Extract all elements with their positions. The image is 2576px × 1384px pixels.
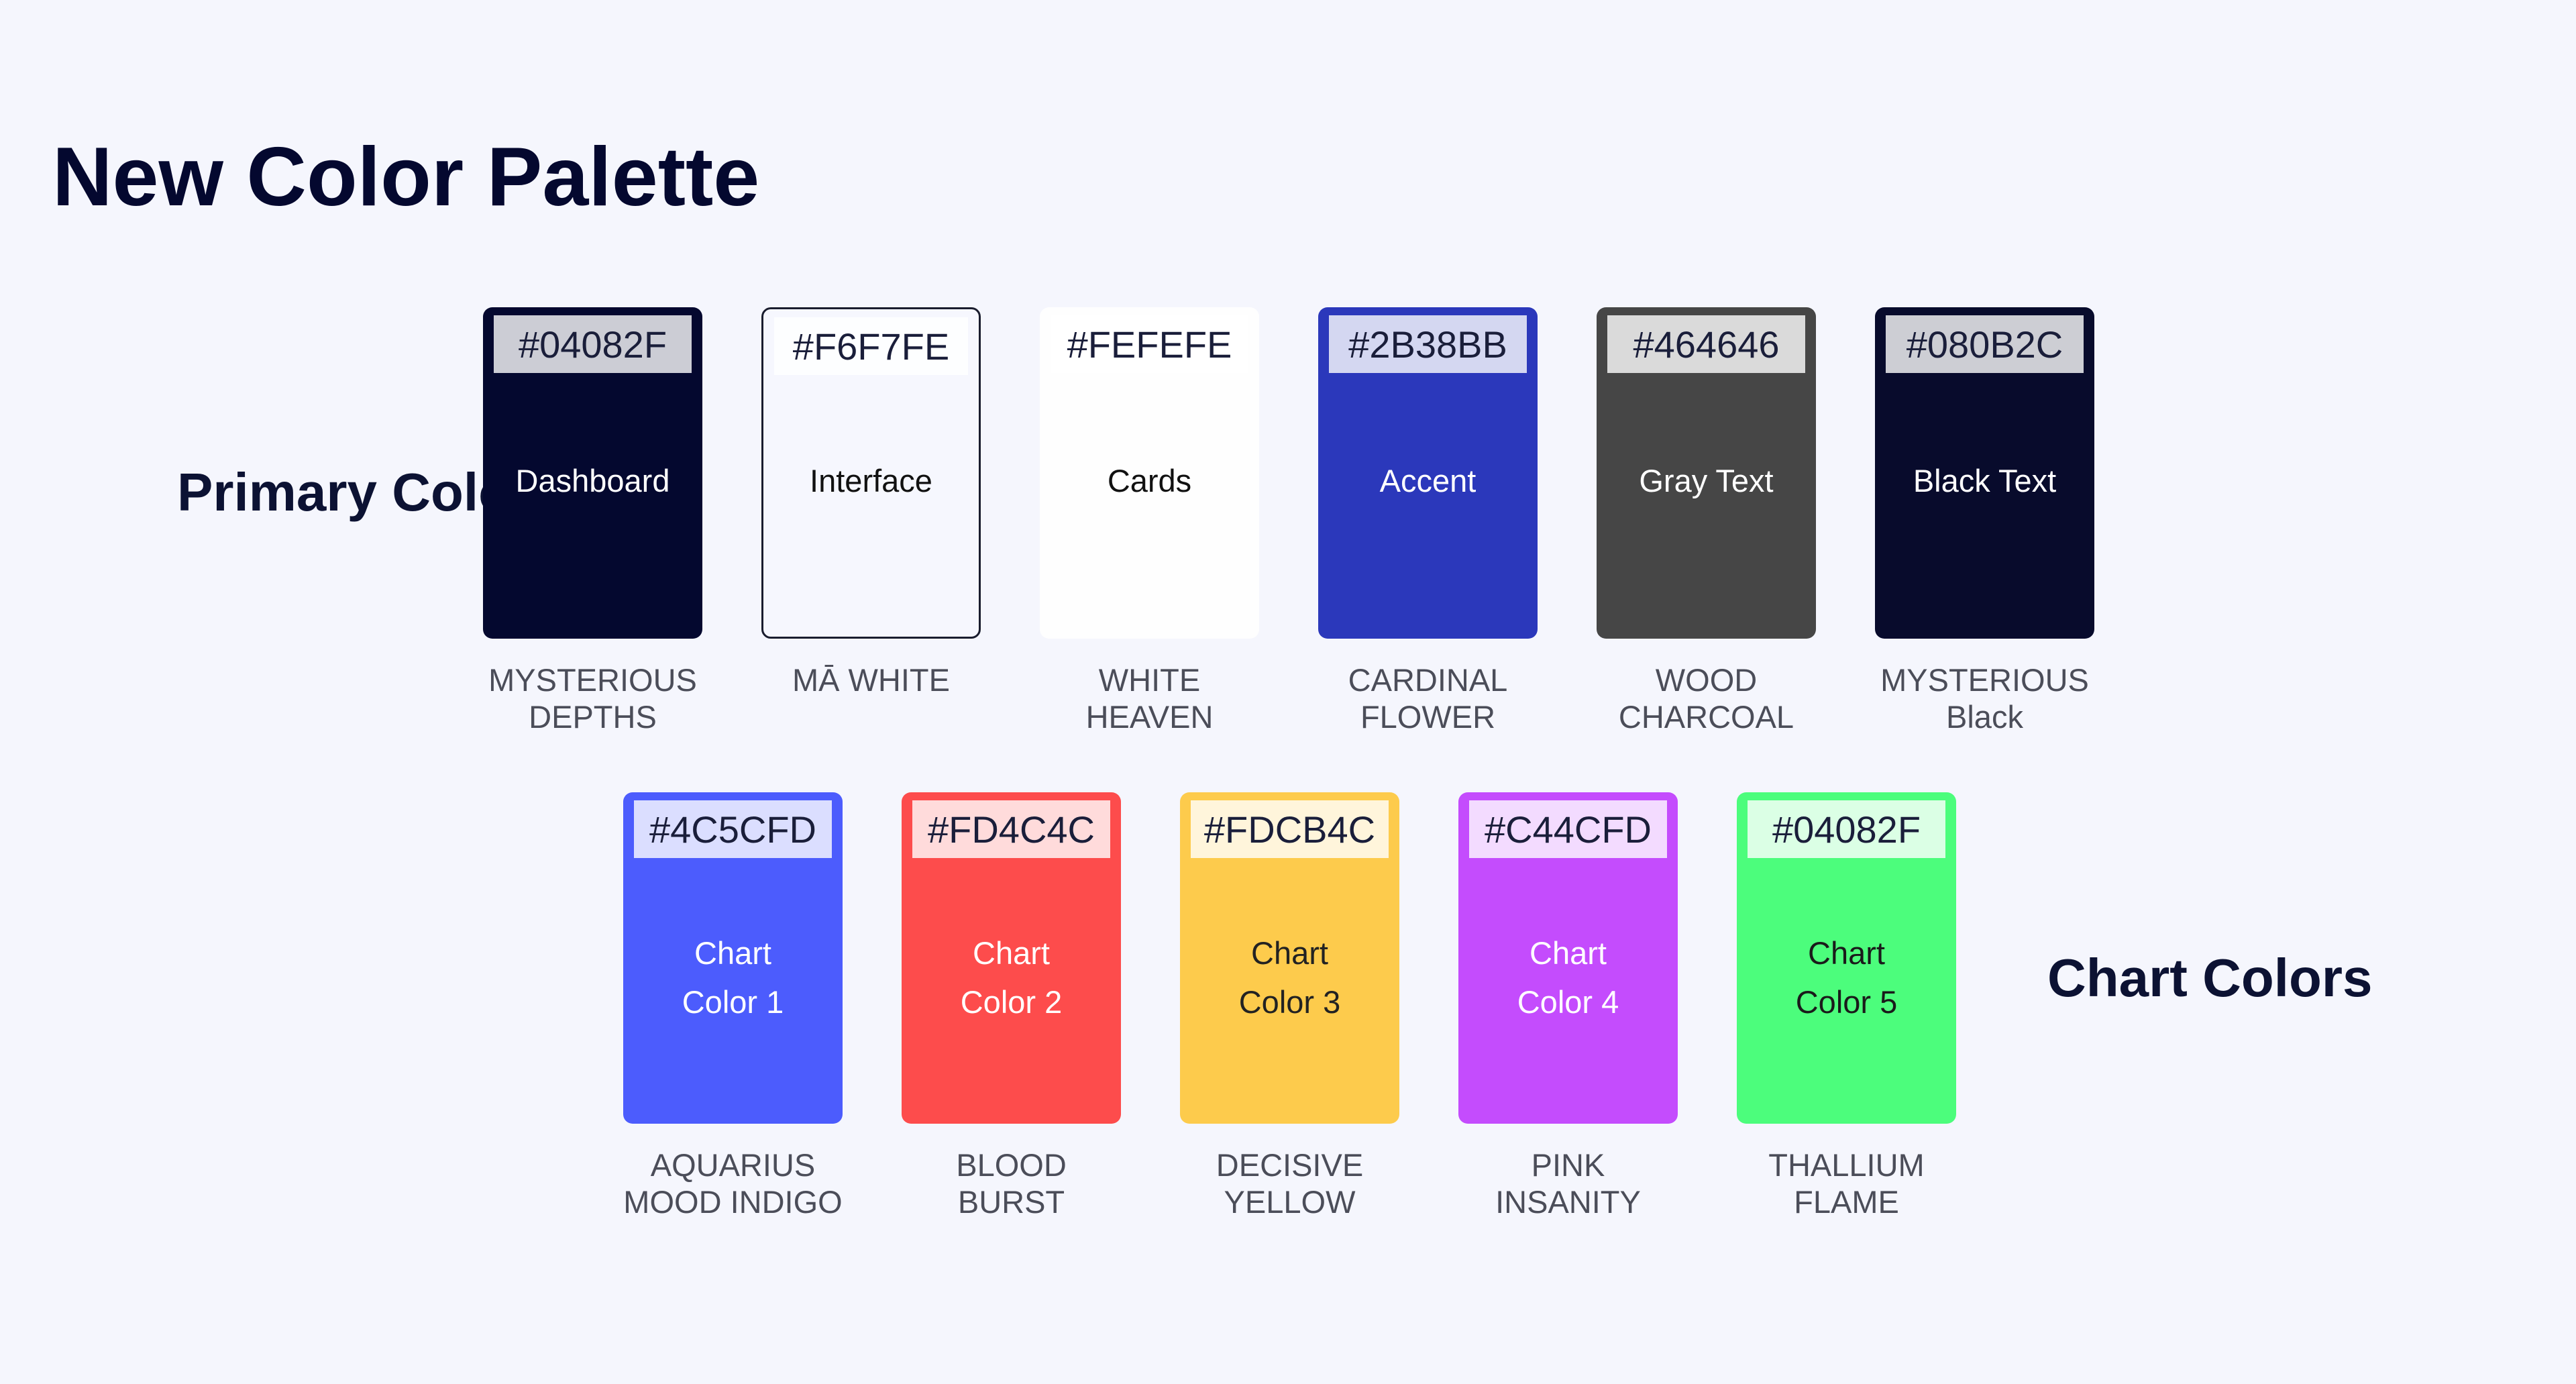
color-name-label: DECISIVE YELLOW — [1216, 1147, 1364, 1220]
hex-code-label: #04082F — [494, 315, 692, 373]
swatch-role-label: Gray Text — [1639, 462, 1774, 498]
swatch-role-label: Chart Color 3 — [1238, 935, 1341, 1020]
hex-code-label: #080B2C — [1886, 315, 2084, 373]
hex-code-label: #FEFEFE — [1051, 315, 1248, 373]
color-swatch-card[interactable]: #2B38BB Accent — [1318, 307, 1538, 639]
chart-colors-heading: Chart Colors — [2047, 948, 2373, 1008]
color-swatch-card[interactable]: #FDCB4C Chart Color 3 — [1180, 792, 1399, 1124]
swatch-role-label: Interface — [810, 462, 932, 498]
swatch-role-label: Accent — [1379, 462, 1477, 498]
primary-swatch-row: #04082F Dashboard MYSTERIOUS DEPTHS #F6F… — [483, 307, 2094, 736]
swatch-role-label: Dashboard — [515, 462, 670, 498]
swatch-role-label: Black Text — [1913, 462, 2057, 498]
swatch-pink-insanity: #C44CFD Chart Color 4 PINK INSANITY — [1458, 792, 1678, 1221]
color-swatch-card[interactable]: #FEFEFE Cards — [1040, 307, 1259, 639]
swatch-aquarius-mood-indigo: #4C5CFD Chart Color 1 AQUARIUS MOOD INDI… — [623, 792, 843, 1221]
color-name-label: AQUARIUS MOOD INDIGO — [623, 1147, 843, 1220]
hex-code-label: #04082F — [1748, 800, 1945, 858]
hex-code-label: #464646 — [1607, 315, 1805, 373]
color-name-label: MYSTERIOUS Black — [1880, 662, 2089, 735]
page-title: New Color Palette — [52, 131, 760, 223]
color-swatch-card[interactable]: #C44CFD Chart Color 4 — [1458, 792, 1678, 1124]
swatch-white-heaven: #FEFEFE Cards WHITE HEAVEN — [1040, 307, 1259, 736]
color-name-label: MĀ WHITE — [792, 662, 950, 698]
swatch-cardinal-flower: #2B38BB Accent CARDINAL FLOWER — [1318, 307, 1538, 736]
swatch-thallium-flame: #04082F Chart Color 5 THALLIUM FLAME — [1737, 792, 1956, 1221]
hex-code-label: #F6F7FE — [774, 317, 968, 375]
color-name-label: CARDINAL FLOWER — [1348, 662, 1508, 735]
swatch-decisive-yellow: #FDCB4C Chart Color 3 DECISIVE YELLOW — [1180, 792, 1399, 1221]
color-name-label: PINK INSANITY — [1495, 1147, 1641, 1220]
color-swatch-card[interactable]: #04082F Chart Color 5 — [1737, 792, 1956, 1124]
color-swatch-card[interactable]: #464646 Gray Text — [1597, 307, 1816, 639]
swatch-wood-charcoal: #464646 Gray Text WOOD CHARCOAL — [1597, 307, 1816, 736]
swatch-mysterious-black: #080B2C Black Text MYSTERIOUS Black — [1875, 307, 2094, 736]
swatch-role-label: Chart Color 5 — [1795, 935, 1898, 1020]
swatch-ma-white: #F6F7FE Interface MĀ WHITE — [761, 307, 981, 736]
swatch-role-label: Chart Color 2 — [960, 935, 1063, 1020]
hex-code-label: #FD4C4C — [912, 800, 1110, 858]
hex-code-label: #C44CFD — [1469, 800, 1667, 858]
color-swatch-card[interactable]: #FD4C4C Chart Color 2 — [902, 792, 1121, 1124]
chart-swatch-row: #4C5CFD Chart Color 1 AQUARIUS MOOD INDI… — [623, 792, 1956, 1221]
swatch-role-label: Chart Color 1 — [682, 935, 784, 1020]
swatch-role-label: Cards — [1107, 462, 1192, 498]
color-name-label: WHITE HEAVEN — [1085, 662, 1214, 735]
color-name-label: BLOOD BURST — [956, 1147, 1067, 1220]
swatch-blood-burst: #FD4C4C Chart Color 2 BLOOD BURST — [902, 792, 1121, 1221]
color-name-label: WOOD CHARCOAL — [1618, 662, 1794, 735]
color-swatch-card[interactable]: #080B2C Black Text — [1875, 307, 2094, 639]
color-swatch-card[interactable]: #4C5CFD Chart Color 1 — [623, 792, 843, 1124]
swatch-role-label: Chart Color 4 — [1517, 935, 1619, 1020]
color-name-label: THALLIUM FLAME — [1768, 1147, 1925, 1220]
color-name-label: MYSTERIOUS DEPTHS — [488, 662, 697, 735]
color-swatch-card[interactable]: #F6F7FE Interface — [761, 307, 981, 639]
hex-code-label: #4C5CFD — [634, 800, 832, 858]
hex-code-label: #FDCB4C — [1191, 800, 1389, 858]
hex-code-label: #2B38BB — [1329, 315, 1527, 373]
color-swatch-card[interactable]: #04082F Dashboard — [483, 307, 702, 639]
swatch-mysterious-depths: #04082F Dashboard MYSTERIOUS DEPTHS — [483, 307, 702, 736]
